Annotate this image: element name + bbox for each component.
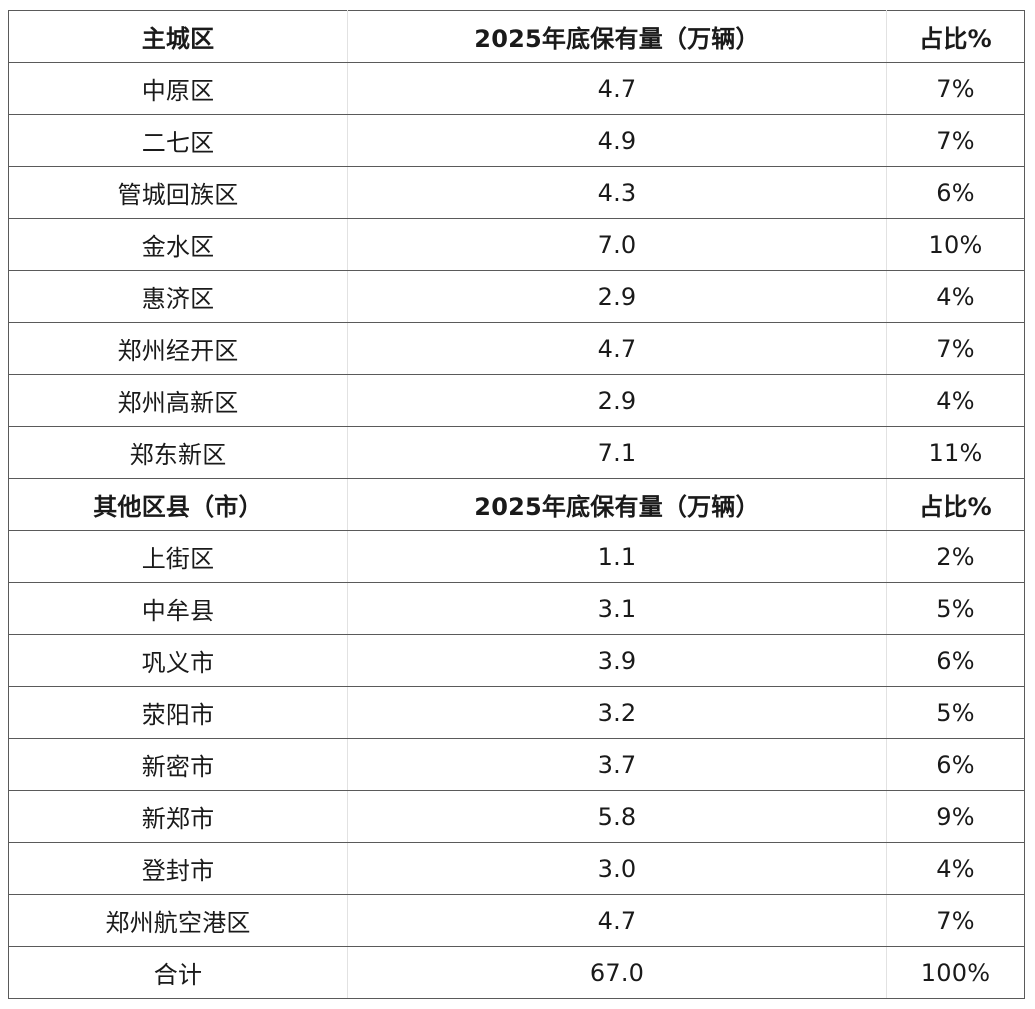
share-cell: 6%: [886, 634, 1025, 687]
ownership-cell: 5.8: [347, 790, 887, 843]
table-row: 金水区 7.0 10%: [8, 218, 1025, 271]
section-header-row: 其他区县（市） 2025年底保有量（万辆） 占比%: [8, 478, 1025, 531]
table-row: 中原区 4.7 7%: [8, 62, 1025, 115]
total-row: 合计 67.0 100%: [8, 946, 1025, 999]
total-label: 合计: [8, 946, 348, 999]
table-row: 惠济区 2.9 4%: [8, 270, 1025, 323]
ownership-cell: 2.9: [347, 374, 887, 427]
ownership-cell: 7.0: [347, 218, 887, 271]
ownership-cell: 3.2: [347, 686, 887, 739]
table-row: 郑州航空港区 4.7 7%: [8, 894, 1025, 947]
share-cell: 6%: [886, 166, 1025, 219]
ownership-cell: 4.9: [347, 114, 887, 167]
district-cell: 郑州高新区: [8, 374, 348, 427]
share-cell: 4%: [886, 270, 1025, 323]
header-ownership: 2025年底保有量（万辆）: [347, 10, 887, 63]
share-cell: 7%: [886, 114, 1025, 167]
total-ownership: 67.0: [347, 946, 887, 999]
district-cell: 新郑市: [8, 790, 348, 843]
table-row: 新密市 3.7 6%: [8, 738, 1025, 791]
district-cell: 郑州经开区: [8, 322, 348, 375]
ownership-cell: 2.9: [347, 270, 887, 323]
table-row: 郑州经开区 4.7 7%: [8, 322, 1025, 375]
table-header-row: 主城区 2025年底保有量（万辆） 占比%: [8, 10, 1025, 63]
ownership-cell: 7.1: [347, 426, 887, 479]
district-cell: 二七区: [8, 114, 348, 167]
header-ownership: 2025年底保有量（万辆）: [347, 478, 887, 531]
total-share: 100%: [886, 946, 1025, 999]
share-cell: 11%: [886, 426, 1025, 479]
district-cell: 管城回族区: [8, 166, 348, 219]
vehicle-ownership-table: 主城区 2025年底保有量（万辆） 占比% 中原区 4.7 7% 二七区 4.9…: [8, 10, 1025, 999]
header-other-districts: 其他区县（市）: [8, 478, 348, 531]
district-cell: 上街区: [8, 530, 348, 583]
share-cell: 7%: [886, 322, 1025, 375]
ownership-cell: 3.0: [347, 842, 887, 895]
ownership-cell: 3.1: [347, 582, 887, 635]
table-row: 巩义市 3.9 6%: [8, 634, 1025, 687]
table-row: 上街区 1.1 2%: [8, 530, 1025, 583]
table-row: 荥阳市 3.2 5%: [8, 686, 1025, 739]
table-row: 登封市 3.0 4%: [8, 842, 1025, 895]
share-cell: 6%: [886, 738, 1025, 791]
share-cell: 10%: [886, 218, 1025, 271]
ownership-cell: 4.7: [347, 894, 887, 947]
share-cell: 4%: [886, 374, 1025, 427]
share-cell: 7%: [886, 62, 1025, 115]
table-row: 郑州高新区 2.9 4%: [8, 374, 1025, 427]
ownership-cell: 4.7: [347, 322, 887, 375]
share-cell: 9%: [886, 790, 1025, 843]
district-cell: 中牟县: [8, 582, 348, 635]
district-cell: 惠济区: [8, 270, 348, 323]
ownership-cell: 3.7: [347, 738, 887, 791]
share-cell: 5%: [886, 686, 1025, 739]
share-cell: 5%: [886, 582, 1025, 635]
district-cell: 巩义市: [8, 634, 348, 687]
ownership-cell: 4.7: [347, 62, 887, 115]
share-cell: 7%: [886, 894, 1025, 947]
district-cell: 郑州航空港区: [8, 894, 348, 947]
header-share: 占比%: [886, 478, 1025, 531]
table-row: 郑东新区 7.1 11%: [8, 426, 1025, 479]
district-cell: 新密市: [8, 738, 348, 791]
district-cell: 荥阳市: [8, 686, 348, 739]
ownership-cell: 4.3: [347, 166, 887, 219]
header-share: 占比%: [886, 10, 1025, 63]
district-cell: 金水区: [8, 218, 348, 271]
table-row: 中牟县 3.1 5%: [8, 582, 1025, 635]
ownership-cell: 3.9: [347, 634, 887, 687]
header-district: 主城区: [8, 10, 348, 63]
district-cell: 中原区: [8, 62, 348, 115]
table-row: 新郑市 5.8 9%: [8, 790, 1025, 843]
share-cell: 4%: [886, 842, 1025, 895]
table-row: 管城回族区 4.3 6%: [8, 166, 1025, 219]
district-cell: 郑东新区: [8, 426, 348, 479]
district-cell: 登封市: [8, 842, 348, 895]
table-row: 二七区 4.9 7%: [8, 114, 1025, 167]
share-cell: 2%: [886, 530, 1025, 583]
ownership-cell: 1.1: [347, 530, 887, 583]
